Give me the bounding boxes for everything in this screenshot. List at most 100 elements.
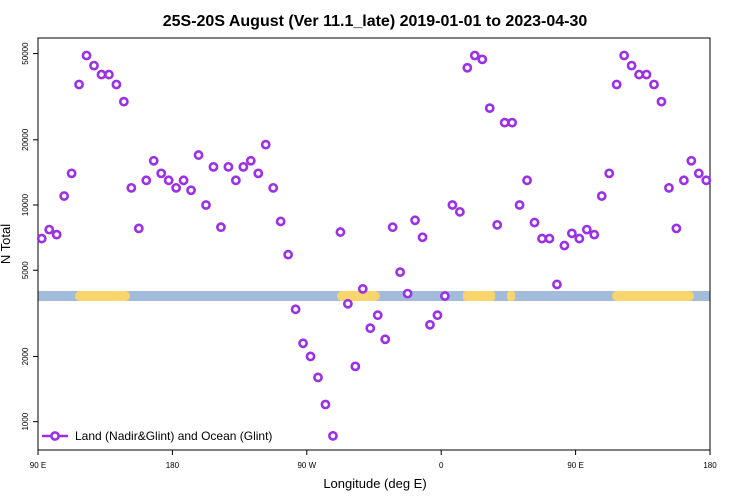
data-point (574, 233, 585, 244)
data-point (664, 182, 674, 193)
data-point (201, 200, 211, 210)
data-point (133, 223, 144, 234)
data-point (462, 62, 473, 73)
data-point (440, 291, 450, 301)
data-point (245, 155, 256, 166)
data-point (283, 249, 294, 260)
data-point (208, 161, 219, 172)
data-point (118, 96, 129, 107)
y-tick-label: 5000 (21, 261, 30, 279)
data-point (81, 50, 92, 61)
data-point (357, 284, 368, 294)
legend-label: Land (Nadir&Glint) and Ocean (Glint) (75, 429, 272, 443)
data-point (693, 168, 704, 179)
data-point (156, 168, 167, 179)
x-tick-label: 180 (166, 461, 180, 470)
data-point (186, 185, 196, 196)
data-point (305, 351, 316, 362)
data-point (619, 50, 630, 61)
y-tick-label: 20000 (21, 128, 30, 151)
data-point (387, 222, 398, 233)
data-point (275, 216, 286, 227)
data-point (260, 139, 271, 150)
data-point (641, 69, 652, 80)
data-point (469, 50, 480, 61)
data-point (111, 79, 122, 90)
data-point (402, 288, 413, 299)
data-point (178, 175, 189, 186)
data-point (686, 155, 697, 166)
data-point (313, 372, 323, 383)
data-point (36, 233, 47, 244)
data-point (477, 54, 488, 65)
data-point (298, 338, 308, 349)
y-tick-label: 1000 (21, 412, 30, 430)
x-tick-label: 0 (439, 461, 444, 470)
data-point (492, 219, 503, 230)
x-tick-label: 90 E (30, 461, 46, 470)
data-point (626, 60, 637, 71)
data-point (410, 215, 420, 226)
data-point (342, 298, 353, 309)
data-point (454, 206, 465, 217)
data-point (581, 224, 592, 235)
data-point (350, 361, 361, 372)
data-point (89, 60, 99, 71)
data-point (290, 304, 301, 315)
data-point (566, 228, 577, 239)
y-tick-label: 50000 (21, 42, 30, 65)
y-axis-label: N Total (0, 224, 13, 264)
data-point (447, 200, 458, 210)
plot-frame (37, 37, 711, 451)
data-point (141, 175, 152, 186)
x-tick-label: 90 E (567, 461, 583, 470)
data-point (51, 229, 62, 240)
data-point (671, 223, 682, 234)
data-point (66, 168, 77, 179)
x-tick-label: 90 W (297, 461, 316, 470)
data-point (380, 334, 391, 345)
data-point (529, 217, 540, 228)
data-point (701, 175, 712, 186)
x-tick-label: 180 (703, 461, 717, 470)
data-point (395, 267, 406, 278)
data-point (656, 96, 667, 107)
data-point (216, 222, 226, 233)
data-point (253, 168, 264, 179)
data-point (499, 117, 510, 128)
data-point (484, 103, 495, 114)
data-point (537, 233, 547, 244)
data-point (611, 79, 622, 90)
data-point (126, 182, 137, 193)
data-point (604, 168, 615, 179)
data-point (335, 227, 346, 237)
data-point (589, 229, 600, 240)
data-point (552, 279, 562, 290)
chart-title: 25S-20S August (Ver 11.1_late) 2019-01-0… (163, 13, 588, 30)
data-point (432, 310, 443, 321)
data-point (163, 175, 174, 186)
data-point (193, 150, 204, 160)
x-axis-label: Longitude (deg E) (323, 476, 426, 491)
data-point (230, 175, 241, 186)
data-point (59, 191, 70, 201)
data-point (514, 200, 525, 210)
data-point (238, 161, 249, 172)
data-point (328, 430, 338, 441)
y-tick-label: 10000 (21, 193, 30, 216)
y-tick-label: 2000 (21, 347, 30, 365)
data-point (320, 399, 331, 410)
data-point (44, 224, 55, 235)
data-point (96, 69, 107, 80)
data-point (223, 161, 234, 172)
data-point (104, 69, 114, 80)
data-point (507, 117, 518, 128)
data-point (634, 69, 644, 80)
data-point (649, 79, 659, 90)
data-point (74, 79, 84, 90)
data-point (148, 155, 159, 166)
data-point (417, 232, 428, 243)
data-point (372, 310, 383, 321)
data-point (425, 319, 435, 330)
